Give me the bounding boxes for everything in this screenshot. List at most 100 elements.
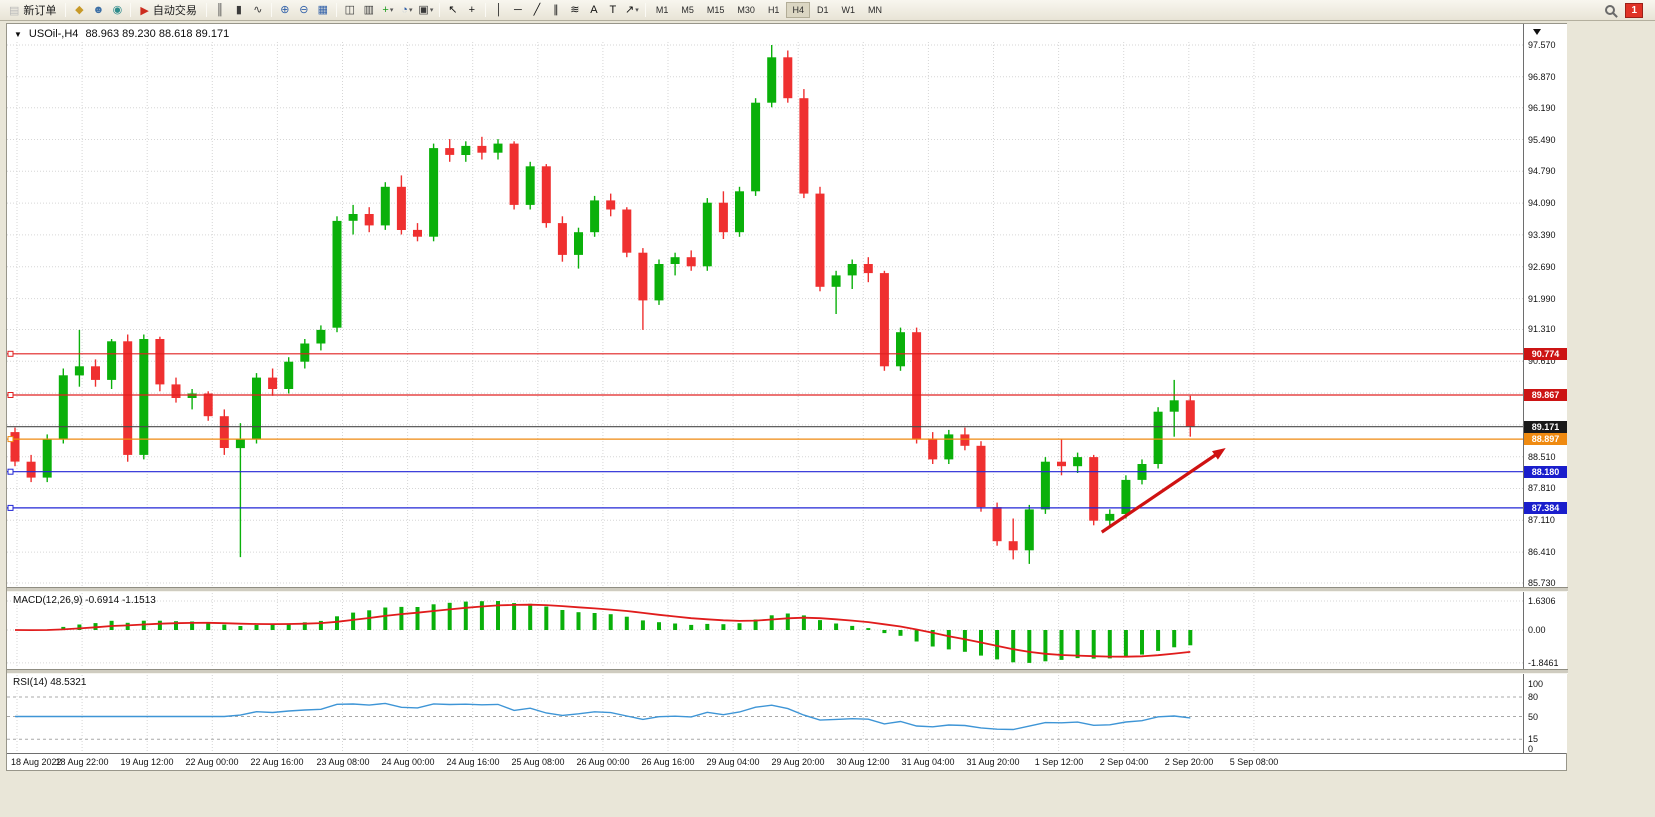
time-tick-label: 18 Aug 22:00 <box>55 757 109 767</box>
timeframe-button-M30[interactable]: M30 <box>737 5 755 15</box>
level-line-price-badge: 88.897 <box>1524 433 1567 445</box>
timeframe-button-M1[interactable]: M1 <box>655 5 669 15</box>
ohlc-values: 88.963 89.230 88.618 89.171 <box>85 28 230 40</box>
zoom-out-icon: ⊖ <box>299 3 309 16</box>
line-chart-icon: ∿ <box>253 3 263 16</box>
price-chart-canvas[interactable] <box>7 24 1523 753</box>
toolbar-left-group: ▤ 新订单 ◆ ☻ ◉ ▶ 自动交易 ║ ▮ ∿ ⊕ ⊖ ▦ ◫ ▥ + ▾ ◔ ▾ ▣ ▾ ↖ + │ ─ ╱ ∥ ≋ A T ↗ ▾ <box>4 2 649 19</box>
toolbar-right-group: 1 <box>1605 2 1651 18</box>
time-tick-label: 25 Aug 08:00 <box>511 757 565 767</box>
time-axis[interactable]: 18 Aug 2022 18 Aug 22:00 19 Aug 12:00 22 Au… <box>7 753 1566 770</box>
arrows-button[interactable]: ↗ ▾ <box>623 2 641 19</box>
time-tick-label: 29 Aug 20:00 <box>771 757 825 767</box>
timeframe-toolbar: M1 M5 M15 M30 H1 H4 D1 W1 MN <box>650 2 888 18</box>
tile-windows-icon: ◫ <box>344 3 356 16</box>
text-label-icon: T <box>609 3 617 16</box>
horizontal-line-button[interactable]: ─ <box>509 2 527 19</box>
price-tick-label: 96.870 <box>1528 72 1556 82</box>
zoom-in-icon: ⊕ <box>280 3 290 16</box>
rsi-tick-label: 50 <box>1528 712 1539 722</box>
timeframe-button-MN[interactable]: MN <box>867 5 882 15</box>
support-line-price-badge: 88.180 <box>1524 466 1567 478</box>
price-tick-label: 90.610 <box>1528 356 1556 366</box>
timeframe-button-W1[interactable]: W1 <box>841 5 855 15</box>
zoom-in-button[interactable]: ⊕ <box>276 2 294 19</box>
notification-badge[interactable]: 1 <box>1625 2 1643 18</box>
text-button[interactable]: A <box>585 2 603 19</box>
equidistant-channel-button[interactable]: ∥ <box>547 2 565 19</box>
panel-separator-macd[interactable] <box>7 587 1568 592</box>
new-order-button[interactable]: ▤ 新订单 <box>4 2 61 19</box>
auto-arrange-button[interactable]: ▦ <box>314 2 332 19</box>
toolbar-separator <box>335 3 337 17</box>
new-order-icon: ▤ <box>9 4 20 17</box>
toolbar-separator <box>644 3 646 17</box>
macd-tick-label: 0.00 <box>1528 625 1546 635</box>
macd-tick-label: -1.8461 <box>1528 658 1559 668</box>
chart-wizard-icon: ◆ <box>75 3 84 16</box>
auto-arrange-icon: ▦ <box>317 3 329 16</box>
zoom-out-button[interactable]: ⊖ <box>295 2 313 19</box>
macd-indicator-label: MACD(12,26,9) -0.6914 -1.1513 <box>13 595 156 606</box>
time-tick-label: 24 Aug 00:00 <box>381 757 435 767</box>
time-tick-label: 18 Aug 2022 <box>11 757 62 767</box>
price-tick-label: 88.510 <box>1528 452 1556 462</box>
arrows-icon: ↗ <box>625 3 635 16</box>
price-tick-label: 94.090 <box>1528 198 1556 208</box>
price-tick-label: 86.410 <box>1528 547 1556 557</box>
time-tick-label: 29 Aug 04:00 <box>706 757 760 767</box>
cascade-windows-button[interactable]: ▥ <box>360 2 378 19</box>
toolbar-separator <box>484 3 486 17</box>
new-chart-button[interactable]: + ▾ <box>379 2 397 19</box>
bar-chart-button[interactable]: ║ <box>211 2 229 19</box>
navigator-button[interactable]: ◉ <box>108 2 126 19</box>
new-chart-caret-icon: ▾ <box>389 6 394 14</box>
trendline-icon: ╱ <box>533 3 541 16</box>
candlestick-chart-button[interactable]: ▮ <box>230 2 248 19</box>
time-tick-label: 26 Aug 16:00 <box>641 757 695 767</box>
new-chart-icon: + <box>382 3 389 16</box>
cascade-windows-icon: ▥ <box>363 3 375 16</box>
support-line-price-badge: 87.384 <box>1524 502 1567 514</box>
autotrading-button[interactable]: ▶ 自动交易 <box>135 2 201 19</box>
macd-histogram <box>29 601 1193 663</box>
time-tick-label: 22 Aug 16:00 <box>250 757 304 767</box>
price-tick-label: 95.490 <box>1528 135 1556 145</box>
search-icon[interactable] <box>1605 5 1616 15</box>
timeframe-button-H4[interactable]: H4 <box>786 2 810 18</box>
period-button[interactable]: ◔ ▾ <box>398 2 416 19</box>
price-tick-label: 96.190 <box>1528 103 1556 113</box>
axis-menu-marker-icon <box>1533 29 1541 35</box>
rsi-tick-label: 100 <box>1528 679 1544 689</box>
line-chart-button[interactable]: ∿ <box>249 2 267 19</box>
cursor-button[interactable]: ↖ <box>444 2 462 19</box>
equidistant-channel-icon: ∥ <box>553 3 559 16</box>
text-label-button[interactable]: T <box>604 2 622 19</box>
fibonacci-button[interactable]: ≋ <box>566 2 584 19</box>
panel-separator-rsi[interactable] <box>7 669 1568 674</box>
crosshair-button[interactable]: + <box>463 2 481 19</box>
time-tick-label: 5 Sep 08:00 <box>1229 757 1279 767</box>
vertical-line-button[interactable]: │ <box>490 2 508 19</box>
chart-wizard-button[interactable]: ◆ <box>70 2 88 19</box>
candles <box>10 45 1195 564</box>
market-watch-button[interactable]: ☻ <box>89 2 107 19</box>
price-axis[interactable]: 97.570 96.870 96.190 95.490 94.790 94.090 93.3… <box>1523 24 1567 754</box>
timeframe-button-D1[interactable]: D1 <box>816 5 829 15</box>
time-tick-label: 1 Sep 12:00 <box>1034 757 1084 767</box>
current-price-line-price-badge: 89.171 <box>1524 421 1567 433</box>
templates-button[interactable]: ▣ ▾ <box>417 2 435 19</box>
tile-windows-button[interactable]: ◫ <box>341 2 359 19</box>
period-caret-icon: ▾ <box>408 6 413 14</box>
chart-window: ▼ USOil-,H4 88.963 89.230 88.618 89.171 … <box>6 23 1568 771</box>
timeframe-button-M15[interactable]: M15 <box>706 5 725 15</box>
trendline-button[interactable]: ╱ <box>528 2 546 19</box>
cursor-icon: ↖ <box>448 3 458 16</box>
price-tick-label: 85.730 <box>1528 578 1556 588</box>
templates-caret-icon: ▾ <box>429 6 434 14</box>
timeframe-button-M5[interactable]: M5 <box>681 5 694 15</box>
rsi-tick-label: 0 <box>1528 744 1534 754</box>
chart-dropdown-icon[interactable]: ▼ <box>14 29 22 39</box>
timeframe-button-H1[interactable]: H1 <box>767 5 780 15</box>
fibonacci-icon: ≋ <box>570 3 580 16</box>
